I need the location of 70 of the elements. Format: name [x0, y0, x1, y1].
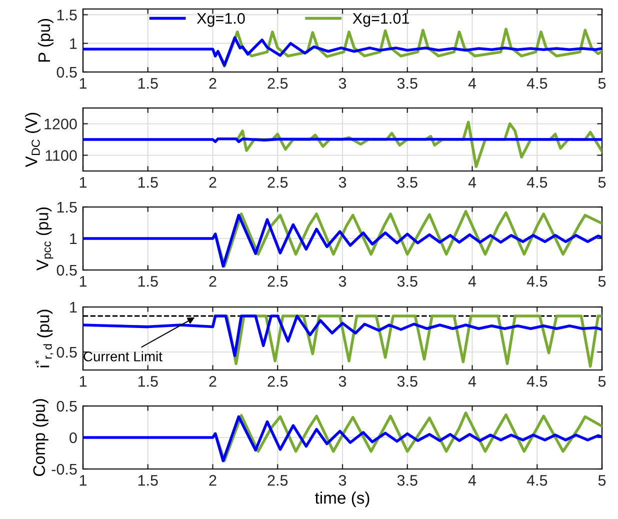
x-tick-label: 3.5	[397, 376, 418, 387]
x-tick-label: 4.5	[526, 276, 548, 287]
x-tick-label: 1	[80, 276, 87, 287]
x-tick-label: 2.5	[268, 276, 288, 287]
x-tick-label: 1.5	[138, 78, 158, 89]
x-tick-label: 1	[80, 376, 87, 387]
y-tick-label: 1	[70, 302, 77, 313]
y-tick-label: -0.5	[52, 464, 77, 475]
x-tick-label: 1.5	[138, 177, 158, 188]
x-tick-label: 1	[80, 475, 87, 486]
x-tick-label: 3	[338, 474, 346, 486]
y-tick-label: 1100	[46, 150, 77, 161]
x-tick-label: 4.5	[526, 78, 548, 89]
x-tick-label: 5	[598, 376, 606, 387]
x-tick-label: 3	[338, 176, 346, 188]
series-label: Xg=1.01	[352, 12, 409, 27]
x-tick-label: 4	[468, 78, 476, 89]
x-tick-label: 4	[468, 177, 476, 188]
x-tick-label: 3	[338, 78, 346, 89]
x-tick-label: 2	[209, 276, 216, 287]
y-tick-label: 1200	[44, 118, 77, 130]
x-tick-label: 5	[598, 475, 606, 486]
x-tick-label: 1	[80, 177, 87, 188]
y-axis-title: i$^{*}$$_{r,d}$ (pu)	[34, 310, 54, 368]
x-tick-label: 2.5	[268, 78, 288, 89]
x-tick-label: 4.5	[526, 376, 548, 387]
x-tick-label: 4	[468, 376, 476, 387]
x-tick-label: 1.5	[138, 475, 158, 486]
x-tick-label: 3.5	[397, 176, 418, 188]
y-axis-title: V$_{DC}$ (V)	[25, 112, 41, 168]
y-axis-title: P (pu)	[38, 18, 54, 62]
y-tick-label: 1	[70, 38, 77, 49]
y-axis-title: V$_{pcc}$ (pu)	[36, 207, 54, 271]
x-tick-label: 2	[209, 474, 216, 486]
x-tick-label: 3.5	[397, 276, 418, 287]
x-tick-label: 2	[209, 376, 216, 387]
y-tick-label: 0.5	[56, 66, 77, 78]
line-series	[83, 36, 602, 67]
x-tick-label: 3	[338, 376, 346, 387]
x-tick-label: 2	[209, 176, 216, 188]
x-axis-title: time (s)	[314, 492, 370, 508]
y-tick-label: 1.5	[57, 202, 77, 213]
x-tick-label: 3	[338, 276, 346, 287]
x-tick-label: 5	[598, 177, 606, 188]
x-tick-label: 2.5	[268, 376, 288, 387]
line-series	[83, 214, 602, 268]
x-tick-label: 1	[80, 78, 87, 89]
y-tick-label: 0.5	[56, 346, 77, 358]
x-tick-label: 2.5	[268, 176, 288, 188]
y-tick-label: 1	[70, 234, 77, 244]
y-tick-label: 1.5	[57, 10, 77, 20]
y-tick-label: 0.5	[56, 400, 77, 412]
x-tick-label: 3.5	[397, 78, 418, 89]
x-tick-label: 4.5	[526, 177, 548, 188]
x-tick-label: 4	[468, 276, 476, 287]
x-tick-label: 1.5	[138, 376, 158, 387]
x-tick-label: 3.5	[397, 474, 418, 486]
x-tick-label: 5	[598, 78, 606, 89]
line-series	[83, 415, 602, 462]
y-tick-label: 0	[70, 432, 77, 444]
x-tick-label: 4.5	[526, 475, 548, 486]
annotation: Current Limit	[84, 351, 162, 362]
y-axis-title: Comp (pu)	[32, 399, 48, 476]
x-tick-label: 2.5	[268, 474, 288, 486]
x-tick-label: 2	[209, 78, 216, 89]
x-tick-label: 1.5	[138, 276, 158, 287]
x-tick-label: 4	[468, 475, 476, 486]
y-tick-label: 0.5	[56, 264, 77, 276]
legend-label: Xg=1.0	[196, 12, 245, 27]
x-tick-label: 5	[598, 276, 606, 287]
